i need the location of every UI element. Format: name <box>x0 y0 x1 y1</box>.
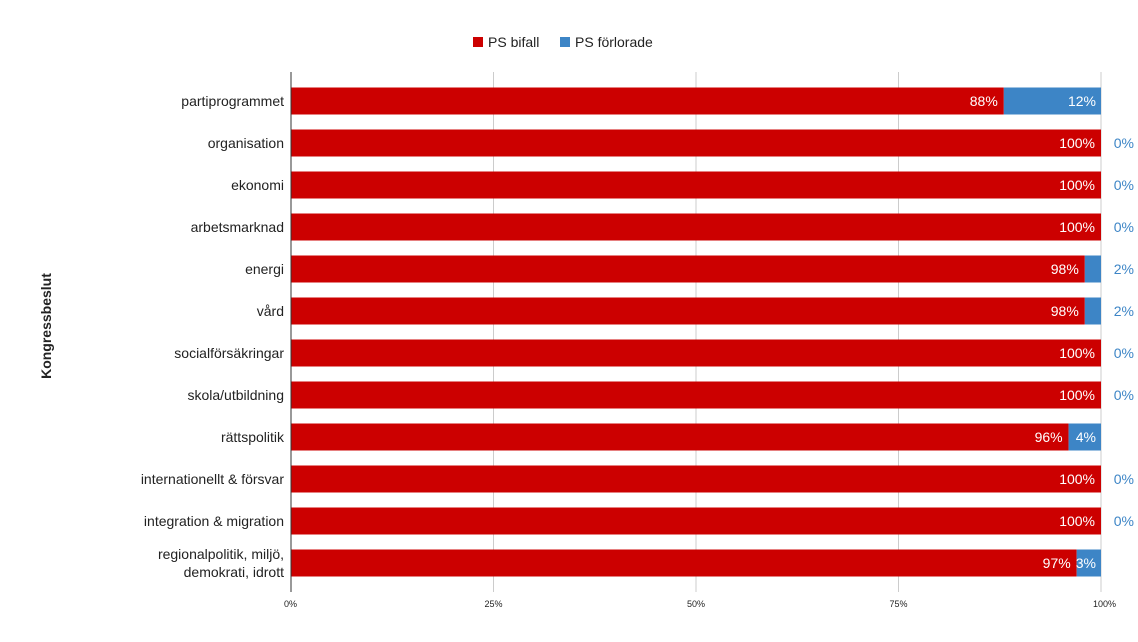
legend-label: PS bifall <box>488 34 539 50</box>
bar-segment <box>1003 87 1101 115</box>
data-label: 4% <box>1076 429 1096 445</box>
x-tick-labels: 0% 25% 50% 75% 100% <box>284 599 1116 609</box>
data-label: 98% <box>1051 261 1079 277</box>
data-label: 100% <box>1059 513 1095 529</box>
bar-segment <box>291 129 1101 157</box>
category-label: integration & migration <box>144 513 284 529</box>
category-label: energi <box>245 261 284 277</box>
data-label: 98% <box>1051 303 1079 319</box>
data-label: 100% <box>1059 387 1095 403</box>
x-tick-label: 75% <box>889 599 907 609</box>
data-label: 0% <box>1114 471 1134 487</box>
category-label: rättspolitik <box>221 429 285 445</box>
data-label: 88% <box>970 93 998 109</box>
category-label: internationellt & försvar <box>141 471 285 487</box>
x-tick-label: 50% <box>687 599 705 609</box>
legend-swatch <box>473 37 483 47</box>
category-label: socialförsäkringar <box>174 345 284 361</box>
data-label: 100% <box>1059 219 1095 235</box>
data-label: 3% <box>1076 555 1096 571</box>
data-label: 100% <box>1059 345 1095 361</box>
x-tick-label: 25% <box>484 599 502 609</box>
bar-segment <box>291 255 1085 283</box>
x-tick-label: 100% <box>1093 599 1116 609</box>
bar-segment <box>291 507 1101 535</box>
bar-segment <box>1068 423 1101 451</box>
data-label: 97% <box>1043 555 1071 571</box>
bar-segment <box>291 549 1077 577</box>
data-label: 100% <box>1059 135 1095 151</box>
bars: 88% 12% 100% 0% 100% 0% 100% 0% 98% 2% 98% 2% 100% 0%… <box>291 87 1134 577</box>
data-label: 0% <box>1114 135 1134 151</box>
category-label: vård <box>257 303 284 319</box>
legend-label: PS förlorade <box>575 34 653 50</box>
category-label: regionalpolitik, miljö, <box>158 546 284 562</box>
category-labels: partiprogrammet organisation ekonomi arbets… <box>141 93 285 580</box>
category-label: demokrati, idrott <box>184 564 284 580</box>
data-label: 2% <box>1114 303 1134 319</box>
data-label: 100% <box>1059 177 1095 193</box>
data-label: 2% <box>1114 261 1134 277</box>
data-label: 96% <box>1035 429 1063 445</box>
bar-segment <box>291 213 1101 241</box>
bar-segment <box>1084 297 1101 325</box>
data-label: 0% <box>1114 387 1134 403</box>
bar-segment <box>291 171 1101 199</box>
data-label: 100% <box>1059 471 1095 487</box>
data-label: 0% <box>1114 177 1134 193</box>
data-label: 0% <box>1114 345 1134 361</box>
bar-segment <box>291 381 1101 409</box>
legend-swatch <box>560 37 570 47</box>
bar-segment <box>291 87 1004 115</box>
data-label: 12% <box>1068 93 1096 109</box>
bar-segment <box>1076 549 1101 577</box>
bar-segment <box>1084 255 1101 283</box>
bar-segment <box>291 339 1101 367</box>
gridlines <box>493 72 1102 592</box>
bar-segment <box>291 423 1069 451</box>
category-label: partiprogrammet <box>181 93 284 109</box>
category-label: organisation <box>208 135 284 151</box>
bar-segment <box>291 465 1101 493</box>
legend: PS bifall PS förlorade <box>473 34 653 50</box>
x-tick-label: 0% <box>284 599 297 609</box>
data-label: 0% <box>1114 219 1134 235</box>
y-axis-title: Kongressbeslut <box>38 273 54 379</box>
bar-segment <box>291 297 1085 325</box>
category-label: ekonomi <box>231 177 284 193</box>
category-label: skola/utbildning <box>187 387 284 403</box>
category-label: arbetsmarknad <box>191 219 284 235</box>
data-label: 0% <box>1114 513 1134 529</box>
